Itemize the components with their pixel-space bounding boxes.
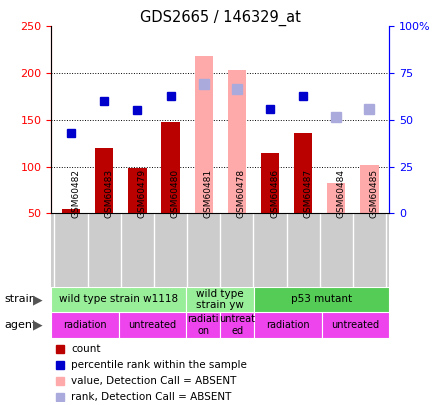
Text: untreated: untreated xyxy=(332,320,380,330)
Bar xyxy=(186,287,254,312)
Bar xyxy=(51,213,389,287)
Text: wild type
strain yw: wild type strain yw xyxy=(196,289,244,310)
Bar xyxy=(51,287,186,312)
Text: ▶: ▶ xyxy=(33,293,43,306)
Text: GSM60483: GSM60483 xyxy=(104,169,113,218)
Text: p53 mutant: p53 mutant xyxy=(291,294,352,305)
Bar xyxy=(261,153,279,213)
Text: untreat
ed: untreat ed xyxy=(219,314,255,336)
Bar xyxy=(220,312,254,337)
Bar xyxy=(254,287,389,312)
Text: agent: agent xyxy=(4,320,37,330)
Text: GSM60478: GSM60478 xyxy=(237,169,246,218)
Bar xyxy=(51,312,119,337)
Text: GSM60479: GSM60479 xyxy=(138,169,146,218)
Bar xyxy=(254,312,322,337)
Text: percentile rank within the sample: percentile rank within the sample xyxy=(72,360,247,370)
Title: GDS2665 / 146329_at: GDS2665 / 146329_at xyxy=(140,10,301,26)
Text: ▶: ▶ xyxy=(33,318,43,331)
Text: rank, Detection Call = ABSENT: rank, Detection Call = ABSENT xyxy=(72,392,232,401)
Text: strain: strain xyxy=(4,294,36,305)
Text: count: count xyxy=(72,344,101,354)
Bar xyxy=(95,148,113,213)
Bar xyxy=(128,168,146,213)
Bar xyxy=(360,165,379,213)
Bar xyxy=(228,70,246,213)
Bar xyxy=(62,209,80,213)
Text: GSM60485: GSM60485 xyxy=(369,169,379,218)
Text: GSM60482: GSM60482 xyxy=(71,169,80,218)
Text: GSM60486: GSM60486 xyxy=(270,169,279,218)
Text: radiation: radiation xyxy=(266,320,310,330)
Text: radiati
on: radiati on xyxy=(188,314,219,336)
Text: radiation: radiation xyxy=(63,320,107,330)
Text: GSM60481: GSM60481 xyxy=(204,169,213,218)
Bar xyxy=(119,312,186,337)
Bar xyxy=(186,312,220,337)
Text: wild type strain w1118: wild type strain w1118 xyxy=(59,294,178,305)
Bar xyxy=(327,183,345,213)
Bar xyxy=(194,56,213,213)
Bar xyxy=(294,133,312,213)
Text: GSM60484: GSM60484 xyxy=(336,169,345,218)
Bar xyxy=(162,122,180,213)
Text: untreated: untreated xyxy=(129,320,177,330)
Text: value, Detection Call = ABSENT: value, Detection Call = ABSENT xyxy=(72,376,237,386)
Bar xyxy=(322,312,389,337)
Text: GSM60487: GSM60487 xyxy=(303,169,312,218)
Text: GSM60480: GSM60480 xyxy=(170,169,179,218)
